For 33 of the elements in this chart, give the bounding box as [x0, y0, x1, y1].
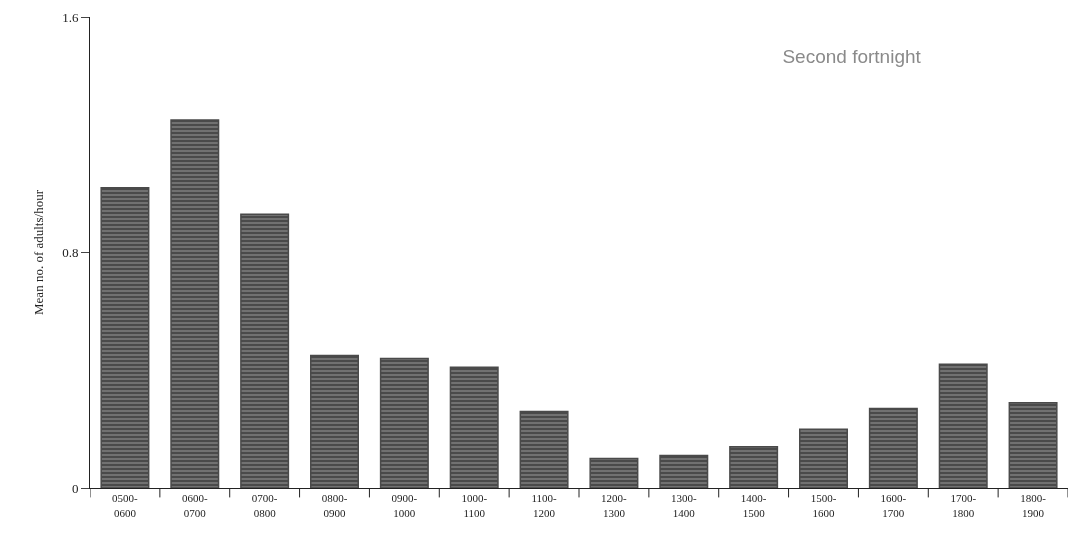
bar	[310, 354, 359, 488]
y-tick-label: 1.6	[62, 9, 79, 25]
y-axis-title: Mean no. of adults/hour	[31, 189, 47, 315]
bar	[589, 457, 639, 488]
x-tick-label: 0800- 0900	[321, 492, 348, 519]
x-tick-label: 0600- 0700	[181, 492, 208, 519]
bar	[729, 446, 779, 488]
bar	[868, 407, 918, 488]
x-tick-label: 0900- 1000	[391, 492, 418, 519]
bar	[100, 186, 150, 488]
bar	[240, 213, 290, 488]
x-tick-label: 1800- 1900	[1020, 492, 1047, 519]
x-tick-label: 1000- 1100	[461, 492, 488, 519]
text: Second fortnight	[782, 46, 922, 68]
bar	[519, 410, 569, 488]
x-tick-label: 1500- 1600	[810, 492, 837, 519]
x-tick-label: 1400- 1500	[740, 492, 767, 519]
x-tick-label: 0500- 0600	[112, 492, 139, 519]
bar	[170, 119, 220, 488]
x-tick-label: 0700- 0800	[251, 492, 278, 519]
x-tick-label: 1700- 1800	[950, 492, 977, 519]
bar	[659, 454, 709, 488]
x-tick-label: 1100- 1200	[531, 492, 558, 519]
bar	[1008, 401, 1058, 488]
x-tick-label: 1600- 1700	[880, 492, 907, 519]
bar	[449, 366, 499, 488]
x-tick-label: 1200- 1300	[601, 492, 628, 519]
bar	[799, 428, 848, 488]
bar	[379, 357, 429, 488]
x-tick-label: 1300- 1400	[670, 492, 697, 519]
y-tick-label: 0	[71, 480, 79, 496]
y-tick-label: 0.8	[62, 245, 79, 261]
bar	[938, 363, 988, 488]
